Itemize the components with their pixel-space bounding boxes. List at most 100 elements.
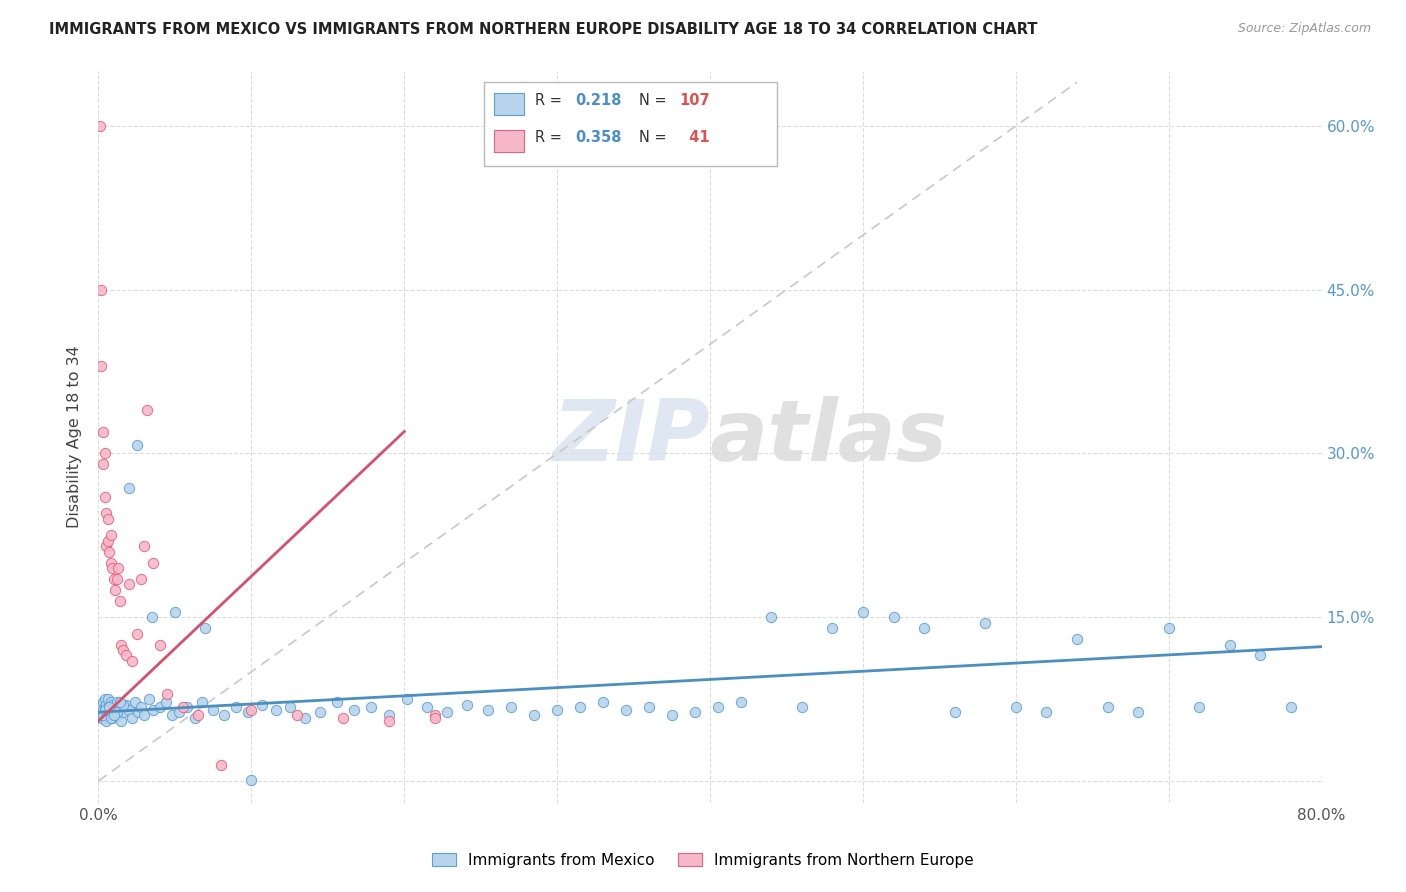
Point — [187, 708, 209, 723]
Point — [790, 699, 813, 714]
Point — [115, 698, 138, 712]
Point — [360, 699, 382, 714]
Point — [523, 708, 546, 723]
Point — [141, 610, 163, 624]
Point — [309, 705, 332, 719]
Point — [1004, 699, 1026, 714]
Point — [103, 699, 125, 714]
Point — [97, 706, 120, 721]
Point — [250, 698, 273, 712]
Point — [138, 692, 160, 706]
Point — [100, 695, 122, 709]
Point — [285, 708, 308, 723]
Point — [134, 708, 156, 723]
Point — [1035, 705, 1057, 719]
Point — [121, 654, 143, 668]
Point — [94, 714, 117, 728]
Point — [101, 711, 124, 725]
Text: Source: ZipAtlas.com: Source: ZipAtlas.com — [1237, 22, 1371, 36]
Point — [212, 708, 235, 723]
Point — [90, 711, 112, 725]
Point — [149, 638, 172, 652]
FancyBboxPatch shape — [494, 94, 524, 115]
Point — [110, 638, 132, 652]
Point — [98, 699, 121, 714]
Point — [238, 705, 260, 719]
Point — [90, 359, 112, 373]
Point — [423, 711, 446, 725]
Point — [93, 711, 115, 725]
Point — [1249, 648, 1271, 663]
Point — [209, 757, 232, 772]
Legend: Immigrants from Mexico, Immigrants from Northern Europe: Immigrants from Mexico, Immigrants from … — [425, 845, 981, 875]
Point — [89, 705, 111, 719]
Point — [97, 699, 120, 714]
Point — [332, 711, 354, 725]
Point — [111, 705, 134, 719]
FancyBboxPatch shape — [494, 130, 524, 152]
Point — [134, 539, 156, 553]
Point — [396, 692, 419, 706]
Point — [118, 482, 141, 496]
Point — [103, 708, 125, 723]
Point — [294, 711, 316, 725]
Point — [93, 699, 115, 714]
Point — [93, 703, 115, 717]
Point — [184, 711, 207, 725]
Point — [105, 572, 128, 586]
Point — [637, 699, 661, 714]
Y-axis label: Disability Age 18 to 34: Disability Age 18 to 34 — [67, 346, 83, 528]
Point — [155, 695, 177, 709]
Point — [883, 610, 905, 624]
Point — [125, 626, 148, 640]
Point — [160, 708, 183, 723]
Point — [191, 695, 214, 709]
Point — [108, 699, 131, 714]
Point — [111, 643, 134, 657]
Point — [101, 561, 124, 575]
Point — [163, 605, 186, 619]
Point — [93, 446, 115, 460]
Point — [142, 556, 165, 570]
Point — [456, 698, 478, 712]
Point — [105, 705, 128, 719]
Text: 41: 41 — [679, 129, 710, 145]
Point — [683, 705, 706, 719]
Point — [111, 698, 134, 712]
Point — [1066, 632, 1088, 646]
Point — [91, 708, 114, 723]
Point — [125, 438, 148, 452]
Point — [115, 648, 138, 663]
Point — [124, 695, 146, 709]
Point — [100, 528, 122, 542]
Point — [821, 621, 844, 635]
Text: R =: R = — [536, 129, 567, 145]
Point — [129, 699, 152, 714]
Point — [194, 621, 217, 635]
Point — [108, 594, 131, 608]
Point — [1157, 621, 1180, 635]
Point — [176, 699, 198, 714]
Point — [101, 698, 124, 712]
Point — [592, 695, 614, 709]
Point — [225, 699, 247, 714]
Text: IMMIGRANTS FROM MEXICO VS IMMIGRANTS FROM NORTHERN EUROPE DISABILITY AGE 18 TO 3: IMMIGRANTS FROM MEXICO VS IMMIGRANTS FRO… — [49, 22, 1038, 37]
Point — [169, 705, 191, 719]
Point — [136, 402, 159, 417]
Point — [172, 699, 194, 714]
Point — [974, 615, 997, 630]
Point — [104, 582, 127, 597]
Point — [240, 703, 263, 717]
Point — [416, 699, 439, 714]
Point — [118, 703, 141, 717]
Point — [97, 512, 120, 526]
Point — [97, 533, 120, 548]
Point — [240, 772, 263, 787]
Text: N =: N = — [640, 93, 671, 108]
Point — [91, 458, 114, 472]
Point — [91, 695, 114, 709]
Point — [661, 708, 683, 723]
Point — [202, 703, 225, 717]
Point — [103, 572, 125, 586]
Point — [93, 490, 115, 504]
